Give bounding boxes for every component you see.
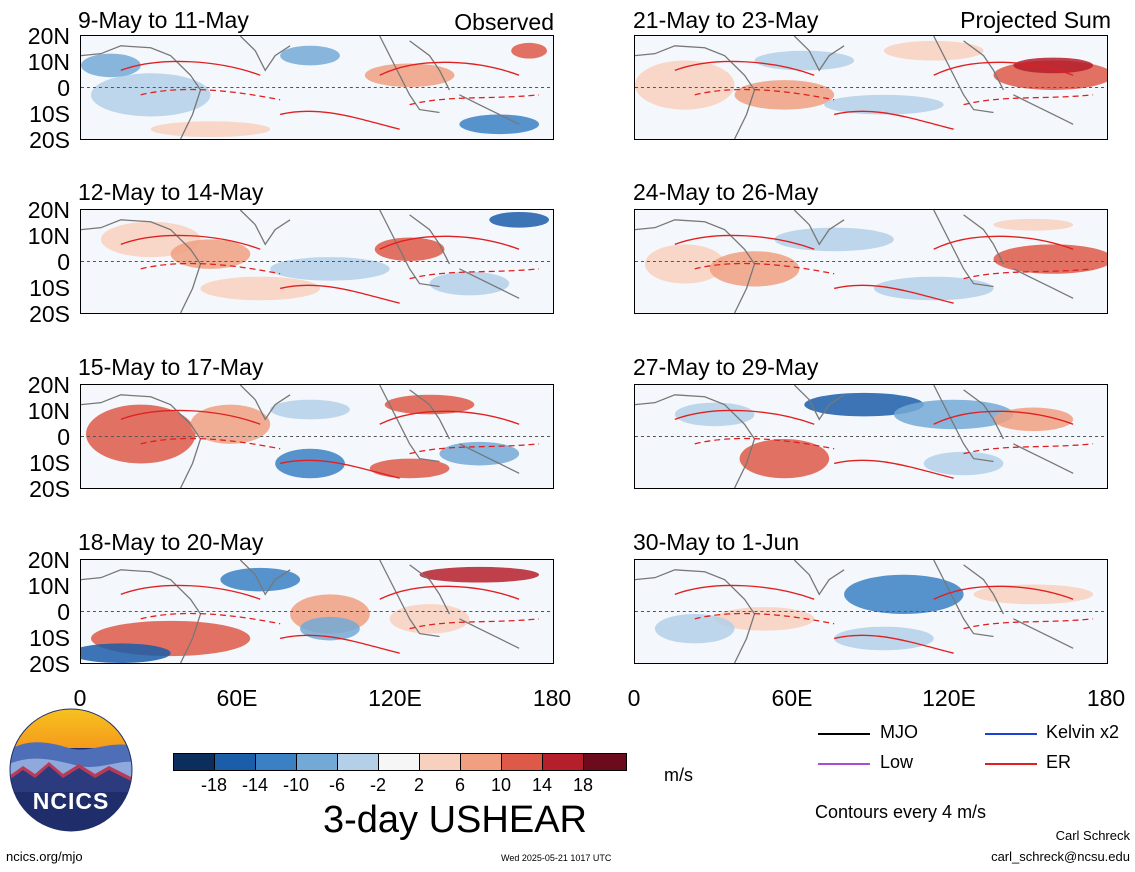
map-panel xyxy=(634,209,1108,314)
colorbar-swatch xyxy=(337,753,379,771)
legend-label-kelvin: Kelvin x2 xyxy=(1046,722,1120,742)
ncics-logo: NCICS xyxy=(9,708,133,832)
colorbar-tick: -6 xyxy=(328,775,345,795)
lat-label: 20S xyxy=(29,476,70,502)
footer-author: Carl Schreck xyxy=(1055,828,1130,843)
lat-label: 0 xyxy=(57,249,70,275)
legend-label-er: ER xyxy=(1046,752,1072,772)
panel-title-left-4: 18-May to 20-May xyxy=(78,529,264,555)
panel-title-right-1: 21-May to 23-May xyxy=(633,7,819,33)
colorbar-tick: 2 xyxy=(413,775,424,795)
panel-title-left-1: 9-May to 11-May xyxy=(78,7,249,33)
er-line xyxy=(985,763,1037,765)
lat-label: 20S xyxy=(29,127,70,153)
lat-label: 10S xyxy=(29,625,70,651)
map-panel xyxy=(80,35,554,140)
observed-label: Observed xyxy=(454,9,554,35)
lat-label: 0 xyxy=(57,424,70,450)
colorbar-tick: 10 xyxy=(490,775,512,795)
lon-label: 0 xyxy=(73,685,87,711)
colorbar-swatch xyxy=(378,753,420,771)
footer-email: carl_schreck@ncsu.edu xyxy=(991,849,1130,864)
lat-label: 20N xyxy=(27,23,70,49)
colorbar-tick: 14 xyxy=(531,775,553,795)
map-panel xyxy=(80,559,554,664)
footer-timestamp: Wed 2025-05-21 1017 UTC xyxy=(501,853,612,863)
footer-url: ncics.org/mjo xyxy=(6,849,83,864)
colorbar-tick: -14 xyxy=(241,775,268,795)
colorbar-swatch xyxy=(542,753,584,771)
colorbar-swatch xyxy=(583,753,627,771)
kelvin-line xyxy=(985,733,1037,735)
lat-label: 10N xyxy=(27,49,70,75)
lat-label: 20N xyxy=(27,372,70,398)
map-panel xyxy=(80,209,554,314)
colorbar xyxy=(173,753,627,771)
colorbar-swatch xyxy=(501,753,543,771)
colorbar-swatch xyxy=(419,753,461,771)
colorbar-tick: -18 xyxy=(200,775,227,795)
lat-label: 0 xyxy=(57,599,70,625)
lat-label: 10S xyxy=(29,101,70,127)
map-panel xyxy=(634,559,1108,664)
lon-label: 120E xyxy=(368,685,422,711)
contours-note: Contours every 4 m/s xyxy=(815,802,987,822)
colorbar-swatch xyxy=(255,753,297,771)
colorbar-swatch xyxy=(214,753,256,771)
lon-label: 180 xyxy=(1086,685,1126,711)
lat-label: 0 xyxy=(57,75,70,101)
map-panel xyxy=(634,35,1108,140)
panel-title-left-3: 15-May to 17-May xyxy=(78,354,264,380)
colorbar-swatch xyxy=(296,753,338,771)
projected-sum-label: Projected Sum xyxy=(960,7,1111,33)
colorbar-tick: 18 xyxy=(572,775,594,795)
lat-label: 20N xyxy=(27,547,70,573)
colorbar-swatch xyxy=(460,753,502,771)
lon-label: 60E xyxy=(216,685,258,711)
lat-label: 10N xyxy=(27,223,70,249)
colorbar-swatch xyxy=(173,753,215,771)
colorbar-tick: 6 xyxy=(454,775,465,795)
map-panel xyxy=(634,384,1108,489)
lon-label: 0 xyxy=(627,685,641,711)
colorbar-unit: m/s xyxy=(664,765,693,785)
logo-text: NCICS xyxy=(32,788,110,814)
lat-label: 10S xyxy=(29,275,70,301)
lon-label: 60E xyxy=(771,685,813,711)
lon-label: 180 xyxy=(532,685,572,711)
colorbar-tick: -10 xyxy=(282,775,309,795)
legend-label-low: Low xyxy=(880,752,914,772)
panel-title-right-3: 27-May to 29-May xyxy=(633,354,819,380)
legend-label-mjo: MJO xyxy=(880,722,918,742)
lat-label: 20N xyxy=(27,197,70,223)
colorbar-tick: -2 xyxy=(369,775,386,795)
lat-label: 10N xyxy=(27,398,70,424)
lat-label: 20S xyxy=(29,651,70,677)
map-panel xyxy=(80,384,554,489)
lat-label: 20S xyxy=(29,301,70,327)
lon-label: 120E xyxy=(922,685,976,711)
low-line xyxy=(818,763,870,765)
lat-label: 10N xyxy=(27,573,70,599)
lat-label: 10S xyxy=(29,450,70,476)
panel-title-left-2: 12-May to 14-May xyxy=(78,179,264,205)
mjo-line xyxy=(818,733,870,735)
panel-title-right-4: 30-May to 1-Jun xyxy=(633,529,800,555)
main-title: 3-day USHEAR xyxy=(323,799,587,841)
panel-title-right-2: 24-May to 26-May xyxy=(633,179,819,205)
